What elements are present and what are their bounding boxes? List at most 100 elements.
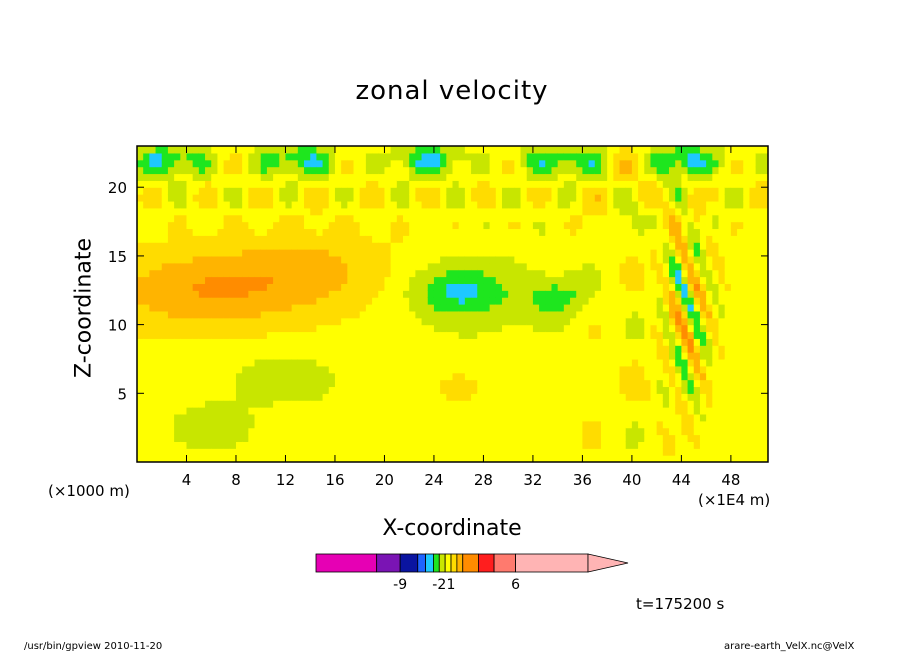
field-cell: [285, 304, 293, 312]
field-cell: [730, 379, 738, 388]
field-cell: [403, 379, 410, 388]
field-cell: [403, 434, 410, 442]
field-cell: [427, 290, 435, 298]
field-cell: [291, 276, 299, 284]
field-cell: [477, 434, 485, 442]
field-cell: [557, 200, 565, 209]
field-cell: [526, 441, 534, 449]
field-cell: [737, 365, 744, 374]
field-cell: [730, 207, 738, 216]
field-cell: [749, 249, 757, 257]
field-cell: [316, 352, 324, 360]
field-cell: [514, 297, 522, 305]
field-cell: [471, 207, 478, 216]
field-cell: [273, 455, 280, 462]
field-cell: [229, 407, 237, 415]
field-cell: [563, 187, 571, 195]
field-cell: [347, 242, 355, 250]
field-cell: [563, 228, 571, 236]
field-cell: [675, 159, 682, 168]
field-cell: [328, 393, 336, 401]
field-cell: [137, 317, 144, 326]
field-cell: [440, 304, 447, 312]
field-cell: [396, 352, 404, 360]
field-cell: [409, 242, 416, 250]
field-cell: [477, 448, 485, 456]
field-cell: [415, 358, 423, 367]
field-cell: [656, 262, 664, 271]
field-cell: [520, 194, 528, 202]
field-cell: [749, 159, 757, 168]
field-cell: [167, 345, 175, 353]
field-cell: [625, 187, 633, 195]
field-cell: [508, 269, 515, 278]
field-cell: [260, 455, 268, 462]
field-cell: [693, 235, 701, 243]
field-cell: [433, 338, 441, 346]
field-cell: [242, 159, 249, 168]
field-cell: [539, 187, 546, 195]
field-cell: [631, 434, 639, 442]
field-cell: [223, 152, 231, 161]
field-cell: [656, 290, 664, 298]
field-cell: [755, 242, 763, 250]
field-cell: [384, 393, 392, 401]
field-cell: [446, 249, 454, 257]
field-cell: [211, 448, 219, 456]
field-cell: [495, 407, 503, 415]
field-cell: [415, 448, 423, 456]
field-cell: [662, 214, 670, 223]
field-cell: [446, 304, 454, 312]
field-cell: [693, 448, 701, 456]
field-cell: [737, 372, 744, 381]
field-cell: [724, 310, 732, 319]
field-cell: [631, 331, 639, 339]
field-cell: [551, 152, 559, 161]
field-cell: [409, 310, 416, 319]
field-cell: [607, 365, 614, 374]
field-cell: [254, 173, 262, 181]
field-cell: [291, 269, 299, 278]
field-cell: [588, 434, 596, 442]
field-cell: [198, 434, 206, 442]
field-cell: [495, 159, 503, 168]
field-cell: [743, 455, 751, 462]
field-cell: [217, 427, 225, 436]
field-cell: [167, 434, 175, 442]
field-cell: [520, 152, 528, 161]
field-cell: [285, 379, 293, 388]
field-cell: [730, 262, 738, 271]
field-cell: [186, 407, 194, 415]
field-cell: [229, 276, 237, 284]
field-cell: [285, 290, 293, 298]
field-cell: [322, 324, 330, 333]
field-cell: [440, 365, 447, 374]
field-cell: [421, 407, 429, 415]
field-cell: [186, 324, 194, 333]
field-cell: [341, 269, 348, 278]
field-cell: [378, 358, 386, 367]
field-cell: [706, 180, 713, 188]
field-cell: [545, 214, 553, 223]
field-cell: [279, 455, 287, 462]
field-cell: [304, 434, 311, 442]
field-cell: [532, 180, 540, 188]
field-cell: [378, 420, 386, 429]
field-cell: [675, 290, 682, 298]
field-cell: [137, 207, 144, 216]
field-cell: [576, 187, 584, 195]
field-cell: [662, 324, 670, 333]
field-cell: [334, 276, 342, 284]
field-cell: [155, 152, 163, 161]
field-cell: [730, 324, 738, 333]
field-cell: [217, 194, 225, 202]
field-cell: [501, 441, 509, 449]
field-cell: [588, 221, 596, 230]
field-cell: [205, 187, 212, 195]
field-cell: [551, 372, 559, 381]
field-cell: [489, 379, 497, 388]
field-cell: [582, 352, 590, 360]
field-cell: [452, 166, 460, 175]
field-cell: [421, 242, 429, 250]
field-cell: [458, 365, 466, 374]
